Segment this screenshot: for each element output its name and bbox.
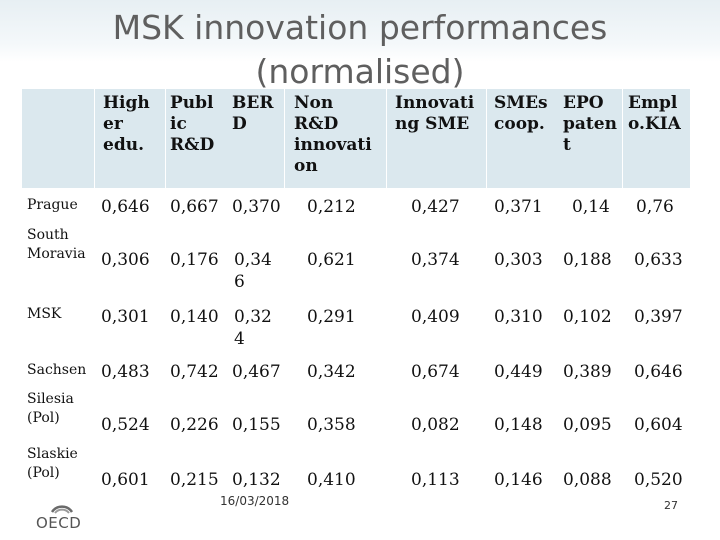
table-cell: 0,427 xyxy=(411,197,460,217)
slide-date: 16/03/2018 xyxy=(220,494,290,508)
table-cell: 0,409 xyxy=(411,307,460,327)
table-cell: 0,524 xyxy=(101,415,150,435)
table-cell: 0,102 xyxy=(563,307,612,327)
title-band xyxy=(0,0,720,62)
table-cell: 0,306 xyxy=(101,250,150,270)
oecd-logo-text: OECD xyxy=(36,514,82,532)
row-label-sachsen: Sachsen xyxy=(27,362,87,378)
header-epo-patent: EPO paten t xyxy=(563,93,617,155)
table-cell: 0,113 xyxy=(411,470,460,490)
table-cell: 0,155 xyxy=(232,415,281,435)
table-cell: 0,742 xyxy=(170,362,219,382)
table-cell: 0,34 6 xyxy=(234,250,272,292)
header-public-rd: Publ ic R&D xyxy=(170,93,215,155)
table-cell: 0,604 xyxy=(634,415,683,435)
table-cell: 0,32 4 xyxy=(234,307,272,349)
table-cell: 0,371 xyxy=(494,197,543,217)
title-line-1: MSK innovation performances xyxy=(112,8,608,47)
table-cell: 0,449 xyxy=(494,362,543,382)
table-cell: 0,303 xyxy=(494,250,543,270)
table-cell: 0,14 xyxy=(572,197,610,217)
row-label-silesia: Silesia (Pol) xyxy=(27,391,74,426)
table-cell: 0,226 xyxy=(170,415,219,435)
table-cell: 0,674 xyxy=(411,362,460,382)
page-number: 27 xyxy=(664,499,678,512)
table-cell: 0,389 xyxy=(563,362,612,382)
header-berd: BER D xyxy=(232,93,274,134)
header-innovating-sme: Innovati ng SME xyxy=(395,93,475,134)
table-cell: 0,667 xyxy=(170,197,219,217)
table-cell: 0,410 xyxy=(307,470,356,490)
table-cell: 0,646 xyxy=(634,362,683,382)
table-cell: 0,212 xyxy=(307,197,356,217)
table-cell: 0,520 xyxy=(634,470,683,490)
table-cell: 0,301 xyxy=(101,307,150,327)
table-cell: 0,76 xyxy=(636,197,674,217)
table-cell: 0,148 xyxy=(494,415,543,435)
table-cell: 0,132 xyxy=(232,470,281,490)
table-cell: 0,374 xyxy=(411,250,460,270)
row-label-prague: Prague xyxy=(27,197,78,213)
oecd-logo-icon xyxy=(50,505,74,514)
table-cell: 0,088 xyxy=(563,470,612,490)
row-label-slaskie: Slaskie (Pol) xyxy=(27,446,78,481)
table-cell: 0,633 xyxy=(634,250,683,270)
table-cell: 0,188 xyxy=(563,250,612,270)
table-cell: 0,646 xyxy=(101,197,150,217)
table-cell: 0,601 xyxy=(101,470,150,490)
title-line-2: (normalised) xyxy=(255,52,465,91)
header-smes-coop: SMEs coop. xyxy=(494,93,548,134)
table-cell: 0,621 xyxy=(307,250,356,270)
table-cell: 0,467 xyxy=(232,362,281,382)
table-cell: 0,146 xyxy=(494,470,543,490)
table-cell: 0,483 xyxy=(101,362,150,382)
header-non-rd-innovation: Non R&D innovati on xyxy=(294,93,372,176)
table-cell: 0,095 xyxy=(563,415,612,435)
row-label-south-moravia: South Moravia xyxy=(27,227,86,262)
table-cell: 0,358 xyxy=(307,415,356,435)
table-cell: 0,176 xyxy=(170,250,219,270)
table-header-background xyxy=(22,89,690,188)
table-cell: 0,140 xyxy=(170,307,219,327)
header-empl-kia: Empl o.KIA xyxy=(628,93,681,134)
slide-title: MSK innovation performances (normalised) xyxy=(60,6,660,94)
row-label-msk: MSK xyxy=(27,306,62,322)
table-cell: 0,291 xyxy=(307,307,356,327)
table-cell: 0,370 xyxy=(232,197,281,217)
table-cell: 0,215 xyxy=(170,470,219,490)
table-cell: 0,397 xyxy=(634,307,683,327)
table-cell: 0,310 xyxy=(494,307,543,327)
table-cell: 0,342 xyxy=(307,362,356,382)
header-higher-edu: High er edu. xyxy=(103,93,150,155)
table-cell: 0,082 xyxy=(411,415,460,435)
